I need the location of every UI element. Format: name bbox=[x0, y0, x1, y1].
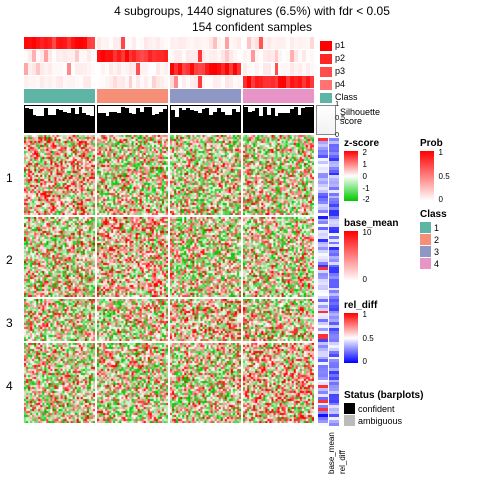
silhouette-label: Silhouettescore bbox=[340, 108, 380, 126]
row-annotation-columns bbox=[318, 138, 339, 426]
class-legend-item-3: 3 bbox=[420, 246, 504, 257]
annot-label-p3: p3 bbox=[335, 66, 345, 76]
class-swatch-3 bbox=[420, 246, 431, 257]
class-legend-item-1: 1 bbox=[420, 222, 504, 233]
row-group-label-2: 2 bbox=[6, 253, 13, 267]
silhouette-axis: 1 0.5 0 bbox=[316, 105, 336, 135]
row-group-label-3: 3 bbox=[6, 316, 13, 330]
heatmap-panel-r3-c4 bbox=[243, 299, 314, 341]
class-legend: Class 1234 bbox=[420, 209, 504, 269]
silhouette-row bbox=[24, 105, 314, 133]
heatmap-panel-r4-c2 bbox=[97, 343, 168, 423]
row-group-label-4: 4 bbox=[6, 379, 13, 393]
heatmap-panel-r3-c3 bbox=[170, 299, 241, 341]
heatmap-panel-r4-c4 bbox=[243, 343, 314, 423]
prob-legend: Prob 1 0.5 0 bbox=[420, 138, 504, 201]
row-group-label-1: 1 bbox=[6, 171, 13, 185]
heatmap-panel-r3-c2 bbox=[97, 299, 168, 341]
class-legend-item-2: 2 bbox=[420, 234, 504, 245]
prob-row-p4 bbox=[24, 76, 314, 88]
prob-row-p1 bbox=[24, 37, 314, 49]
heatmap-panel-r4-c1 bbox=[24, 343, 95, 423]
side-col-rel_diff bbox=[329, 138, 339, 426]
heatmap-panel-r4-c3 bbox=[170, 343, 241, 423]
heatmap-panel-r1-c3 bbox=[170, 135, 241, 215]
side-col-label-base_mean: base_mean bbox=[327, 432, 336, 474]
heatmap-panel-r1-c4 bbox=[243, 135, 314, 215]
heatmap-panel-r1-c2 bbox=[97, 135, 168, 215]
prob-colorbar bbox=[420, 151, 434, 201]
annot-label-p4: p4 bbox=[335, 79, 345, 89]
zscore-legend: z-score 2 1 0 -1 -2 bbox=[344, 138, 379, 201]
figure-title: 4 subgroups, 1440 signatures (6.5%) with… bbox=[0, 0, 504, 35]
status-item-confident: confident bbox=[344, 403, 423, 414]
annot-swatch-p2 bbox=[320, 54, 332, 64]
probability-annotation-rows bbox=[0, 37, 504, 88]
annot-swatch-Class bbox=[320, 93, 332, 103]
zscore-colorbar bbox=[344, 151, 358, 201]
prob-row-p2 bbox=[24, 50, 314, 62]
annot-label-Class: Class bbox=[335, 92, 358, 102]
class-annotation-row bbox=[24, 89, 314, 103]
class-legend-item-4: 4 bbox=[420, 258, 504, 269]
side-col-base_mean bbox=[318, 138, 328, 426]
heatmap-grid bbox=[24, 135, 314, 423]
status-legend: Status (barplots) confidentambiguous bbox=[344, 390, 423, 427]
class-swatch-4 bbox=[420, 258, 431, 269]
reldiff-legend: rel_diff 1 0.5 0 bbox=[344, 300, 377, 363]
side-col-label-rel_diff: rel_diff bbox=[338, 450, 347, 474]
figure-root: 4 subgroups, 1440 signatures (6.5%) with… bbox=[0, 0, 504, 504]
heatmap-panel-r2-c1 bbox=[24, 217, 95, 297]
title-line-1: 4 subgroups, 1440 signatures (6.5%) with… bbox=[0, 4, 504, 20]
class-swatch-1 bbox=[420, 222, 431, 233]
heatmap-panel-r2-c3 bbox=[170, 217, 241, 297]
status-swatch-confident bbox=[344, 403, 355, 414]
basemean-legend: base_mean 10 0 bbox=[344, 218, 398, 281]
status-swatch-ambiguous bbox=[344, 415, 355, 426]
status-item-ambiguous: ambiguous bbox=[344, 415, 423, 426]
basemean-colorbar bbox=[344, 231, 358, 281]
annot-swatch-p3 bbox=[320, 67, 332, 77]
annot-label-p2: p2 bbox=[335, 53, 345, 63]
title-line-2: 154 confident samples bbox=[0, 20, 504, 36]
heatmap-panel-r2-c2 bbox=[97, 217, 168, 297]
right-legend-column: Prob 1 0.5 0 Class 1234 bbox=[420, 138, 504, 277]
annot-swatch-p4 bbox=[320, 80, 332, 90]
annot-swatch-p1 bbox=[320, 41, 332, 51]
reldiff-colorbar bbox=[344, 313, 358, 363]
heatmap-panel-r3-c1 bbox=[24, 299, 95, 341]
class-swatch-2 bbox=[420, 234, 431, 245]
heatmap-panel-r2-c4 bbox=[243, 217, 314, 297]
annot-label-p1: p1 bbox=[335, 40, 345, 50]
heatmap-panel-r1-c1 bbox=[24, 135, 95, 215]
prob-row-p3 bbox=[24, 63, 314, 75]
